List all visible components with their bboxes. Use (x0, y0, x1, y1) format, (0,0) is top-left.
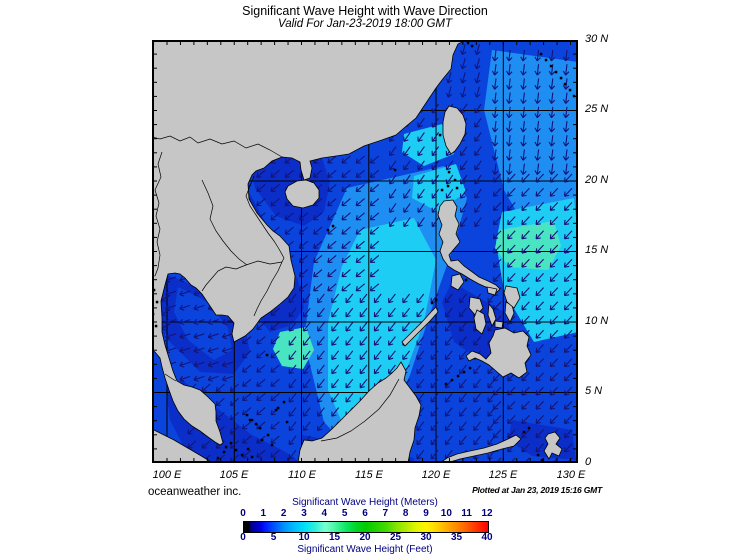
plotted-timestamp: Plotted at Jan 23, 2019 15:16 GMT (472, 485, 602, 495)
colorbar-tick: 5 (341, 508, 348, 519)
colorbar-gradient (243, 521, 489, 533)
map-frame (152, 40, 578, 463)
lat-label: 5 N (585, 385, 603, 397)
lon-label: 105 E (219, 469, 249, 481)
lon-label: 125 E (488, 469, 518, 481)
colorbar-tick: 5 (270, 532, 277, 543)
land-layer (146, 39, 576, 464)
colorbar-tick: 8 (402, 508, 409, 519)
valid-time-subtitle: Valid For Jan-23-2019 18:00 GMT (277, 18, 453, 30)
colorbar-tick: 40 (481, 532, 493, 543)
colorbar-tick: 11 (461, 508, 472, 519)
wave-direction-arrows (145, 43, 573, 467)
lat-label: 0 (585, 456, 592, 468)
colorbar-tick: 10 (440, 508, 452, 519)
colorbar-tick: 35 (450, 532, 463, 543)
colorbar-tick: 3 (301, 508, 307, 519)
lon-label: 115 E (355, 469, 383, 481)
lon-label: 120 E (421, 469, 451, 481)
lon-label: 100 E (152, 469, 182, 481)
lat-label: 15 N (585, 244, 609, 256)
colorbar-tick: 0 (240, 508, 246, 519)
colorbar-title-meters: Significant Wave Height (Meters) (292, 497, 438, 508)
lon-label: 130 E (556, 469, 586, 481)
colorbar-tick: 1 (260, 508, 267, 519)
colorbar-tick: 10 (298, 532, 310, 543)
colorbar-tick: 30 (420, 532, 432, 543)
colorbar-tick: 9 (423, 508, 429, 519)
colorbar-tick: 7 (382, 508, 389, 519)
lat-label: 25 N (585, 103, 609, 115)
page-title: Significant Wave Height with Wave Direct… (242, 4, 488, 18)
colorbar-tick: 15 (328, 532, 341, 543)
colorbar-tick: 25 (389, 532, 402, 543)
colorbar-tick: 20 (359, 532, 371, 543)
lat-label: 30 N (585, 33, 609, 45)
colorbar-tick: 2 (280, 508, 287, 519)
lat-label: 10 N (585, 315, 609, 327)
colorbar-title-feet: Significant Wave Height (Feet) (297, 544, 433, 555)
lat-label: 20 N (585, 174, 609, 186)
credit-text: oceanweather inc. (148, 486, 242, 498)
lon-label: 110 E (288, 469, 316, 481)
colorbar-tick: 12 (481, 508, 493, 519)
map-canvas (145, 39, 578, 467)
colorbar-tick: 6 (362, 508, 368, 519)
colorbar-tick: 4 (321, 508, 328, 519)
colorbar-tick: 0 (240, 532, 246, 543)
